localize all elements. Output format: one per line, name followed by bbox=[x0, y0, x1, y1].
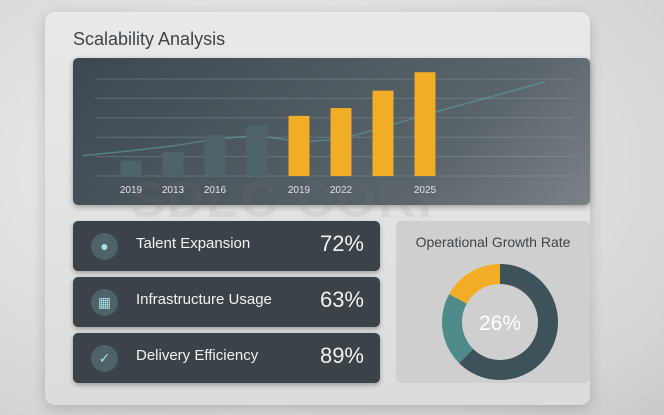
bar bbox=[120, 160, 142, 176]
x-tick-label: 2025 bbox=[414, 185, 437, 196]
watermark-logo: SDLC CORP bbox=[130, 171, 455, 229]
bar-chart: 2019 2013 2016 2019 2022 2025 bbox=[82, 72, 573, 196]
donut-center-label: 26% bbox=[479, 312, 521, 335]
check-icon: ✓ bbox=[91, 345, 118, 372]
x-tick-label: 2019 bbox=[120, 185, 143, 196]
x-tick-label: 2016 bbox=[204, 185, 227, 196]
x-tick-label: 2019 bbox=[288, 185, 311, 196]
metric-value: 89% bbox=[319, 343, 364, 368]
metric-value: 63% bbox=[319, 287, 364, 312]
person-icon: ● bbox=[91, 233, 118, 260]
donut-slice bbox=[458, 264, 558, 380]
metric-label: Delivery Efficiency bbox=[136, 347, 259, 364]
bar bbox=[162, 151, 184, 176]
metric-infrastructure-usage: ▦ Infrastructure Usage 63% bbox=[73, 277, 380, 327]
donut-title: Operational Growth Rate bbox=[415, 234, 571, 250]
metric-delivery-efficiency: ✓ Delivery Efficiency 89% bbox=[73, 333, 380, 383]
metric-value: 72% bbox=[319, 231, 364, 256]
donut-chart: 26% bbox=[442, 264, 558, 380]
donut-panel: Operational Growth Rate 26% bbox=[396, 221, 590, 383]
donut-slice bbox=[449, 264, 500, 304]
bar bbox=[246, 125, 268, 176]
donut-slice bbox=[442, 294, 474, 364]
x-tick-label: 2022 bbox=[330, 185, 353, 196]
bar bbox=[288, 115, 310, 176]
bar bbox=[204, 135, 226, 176]
metric-talent-expansion: ● Talent Expansion 72% bbox=[73, 221, 380, 271]
x-tick-label: 2013 bbox=[162, 185, 185, 196]
bar bbox=[372, 90, 394, 176]
bar-chart-panel: 2019 2013 2016 2019 2022 2025 bbox=[73, 58, 590, 205]
trend-line bbox=[82, 81, 546, 157]
metric-label: Infrastructure Usage bbox=[136, 291, 272, 308]
bar bbox=[330, 108, 352, 176]
building-icon: ▦ bbox=[91, 289, 118, 316]
bar bbox=[414, 72, 436, 176]
metric-label: Talent Expansion bbox=[136, 235, 251, 252]
page-title: Scalability Analysis bbox=[73, 29, 226, 49]
